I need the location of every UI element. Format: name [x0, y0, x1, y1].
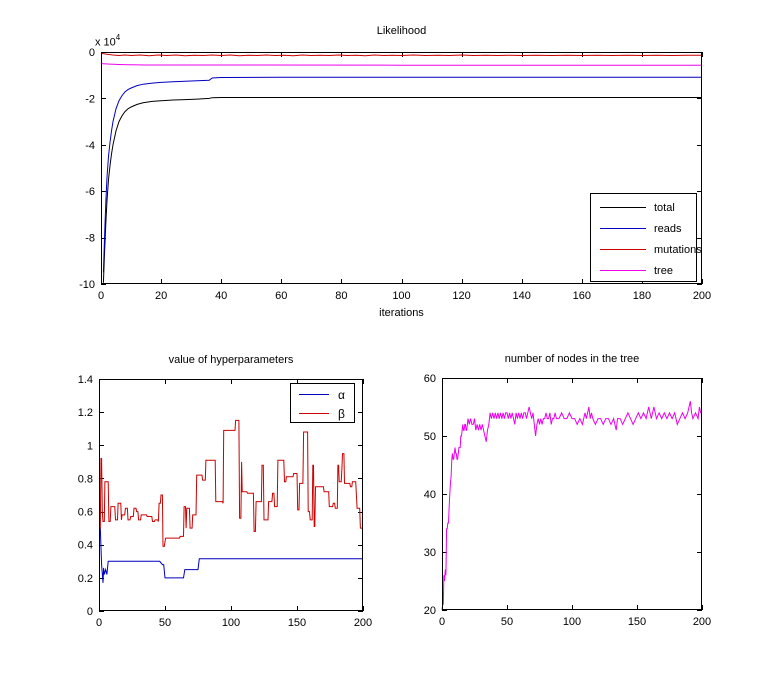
tick-label: 20	[424, 605, 436, 617]
legend-entry: α	[291, 385, 354, 404]
tick-label: 0.2	[78, 573, 93, 585]
series-line-beta	[99, 419, 363, 547]
tick-label: 0.8	[78, 473, 93, 485]
series-line-tree	[100, 63, 702, 66]
likelihood-plot: 0 20 40 60 80 100 120 140 160 180 200 0 -2 -4 -6 -8 -10 …	[79, 47, 711, 302]
tick-label: 200	[693, 616, 711, 628]
tick-label: -2	[85, 93, 95, 105]
tick-label: 0	[89, 47, 95, 59]
tick-label: 0	[96, 617, 102, 629]
series-line-reads	[102, 76, 702, 273]
axes-svg: 0 20 40 60 80 100 120 140 160 180 200 0 -2 -4 -6 -8 -10	[79, 47, 711, 302]
legend-entry: reads	[591, 218, 696, 239]
series-line-total	[102, 97, 702, 283]
tick-label: 50	[424, 431, 436, 443]
legend-line-sample	[600, 228, 646, 229]
legend-label: tree	[654, 264, 673, 277]
legend-line-sample	[600, 249, 646, 250]
tick-label: 60	[275, 290, 287, 302]
tick-label: 60	[424, 373, 436, 385]
tick-label: 0	[98, 290, 104, 302]
tick-label: 0	[87, 606, 93, 618]
axes-svg: 0 50 100 150 200 20 30 40 50 60	[424, 373, 711, 628]
tick-label: 200	[693, 290, 711, 302]
x-axis-label-iterations: iterations	[379, 307, 424, 319]
legend-entry: mutations	[591, 239, 702, 260]
tick-label: 0.4	[78, 540, 93, 552]
tick-label: -6	[85, 186, 95, 198]
tick-label: 0	[439, 616, 445, 628]
legend-label: total	[654, 201, 675, 214]
tick-label: 50	[501, 616, 513, 628]
legend-label: mutations	[654, 243, 702, 256]
tick-label: 140	[513, 290, 531, 302]
tick-label: 20	[155, 290, 167, 302]
tick-label: 30	[424, 547, 436, 559]
series-line-alpha	[99, 527, 363, 583]
legend-label: reads	[654, 222, 682, 235]
y-axis-exponent-label: x 104	[95, 33, 121, 49]
tick-label: 1	[87, 440, 93, 452]
tick-label: 120	[452, 290, 470, 302]
exponent-power: 4	[115, 33, 121, 42]
tick-label: 100	[222, 617, 240, 629]
likelihood-legend: total reads mutations tree	[590, 193, 702, 282]
plot-title-hyperparameters: value of hyperparameters	[168, 354, 294, 366]
tick-label: 50	[159, 617, 171, 629]
legend-entry: β	[291, 404, 354, 423]
tick-label: 80	[335, 290, 347, 302]
legend-label: α	[338, 387, 345, 402]
tick-label: 150	[628, 616, 646, 628]
legend-line-sample	[600, 270, 646, 271]
tick-label: 0.6	[78, 507, 93, 519]
nodes-plot: 0 50 100 150 200 20 30 40 50 60	[424, 373, 711, 628]
legend-entry: tree	[591, 260, 696, 281]
legend-line-sample	[299, 394, 329, 395]
plot-title-nodes: number of nodes in the tree	[504, 353, 640, 365]
tick-label: 160	[573, 290, 591, 302]
tick-label: 1.4	[78, 374, 93, 386]
tick-label: 150	[288, 617, 306, 629]
legend-line-sample	[600, 207, 646, 208]
tick-label: -4	[85, 140, 95, 152]
axes-svg: 0 50 100 150 200 0 0.2 0.4 0.6 0.8 1 1.2 1.4	[78, 374, 372, 629]
plot-title-likelihood: Likelihood	[376, 25, 427, 37]
series-line-mutations	[100, 52, 702, 57]
tick-label: 200	[354, 617, 372, 629]
series-line-nodes	[441, 401, 702, 611]
tick-label: -10	[79, 279, 95, 291]
tick-label: 180	[633, 290, 651, 302]
legend-label: β	[338, 406, 345, 421]
tick-label: 40	[215, 290, 227, 302]
tick-label: 100	[392, 290, 410, 302]
legend-line-sample	[299, 413, 329, 414]
tick-label: 40	[424, 489, 436, 501]
exponent-base: x 10	[95, 36, 116, 49]
tick-label: -8	[85, 233, 95, 245]
legend-entry: total	[591, 197, 696, 218]
tick-label: 1.2	[78, 407, 93, 419]
tick-label: 100	[563, 616, 581, 628]
